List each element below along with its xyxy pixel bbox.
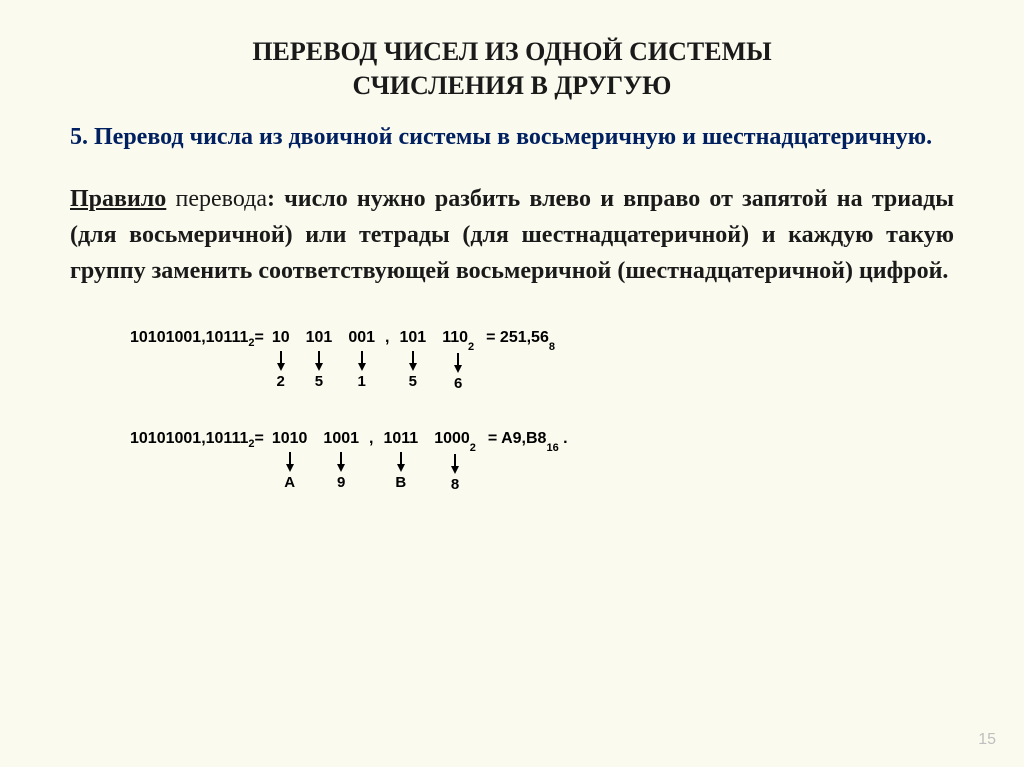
down-arrow-icon (396, 452, 406, 472)
example-2: 10101001,101112 = 1010 A 1001 9 , (130, 430, 954, 493)
subtitle-text: Перевод числа из двоичной системы в вось… (94, 124, 926, 150)
ex2-fbits-0: 1011 (383, 430, 418, 448)
rule-paragraph: Правило перевода: число нужно разбить вл… (70, 181, 954, 289)
ex1-int-groups: 10 2 101 5 001 1 (264, 329, 383, 390)
ex2-digit-0: A (284, 474, 295, 491)
ex1-fdigit-0: 5 (409, 373, 417, 390)
ex2-int-groups: 1010 A 1001 9 (264, 430, 367, 491)
example-1: 10101001,101112 = 10 2 101 5 001 (130, 329, 954, 392)
section-subtitle: 5. Перевод числа из двоичной системы в в… (70, 121, 954, 153)
ex1-bits-1: 101 (306, 329, 333, 347)
ex1-lhs-sub: 2 (248, 337, 254, 349)
ex1-fbits-0: 101 (399, 329, 426, 347)
down-arrow-icon (314, 351, 324, 371)
ex2-grp-1: 1001 9 (323, 430, 359, 491)
ex2-tail: . (559, 430, 568, 447)
down-arrow-icon (450, 454, 460, 474)
title-line-2: СЧИСЛЕНИЯ В ДРУГУЮ (353, 71, 672, 100)
ex1-frac-groups: 101 5 1102 6 (391, 329, 482, 392)
ex1-lhs: 10101001,10111 (130, 329, 248, 347)
ex1-grp-2: 001 1 (348, 329, 375, 390)
slide: ПЕРЕВОД ЧИСЕЛ ИЗ ОДНОЙ СИСТЕМЫ СЧИСЛЕНИЯ… (0, 0, 1024, 767)
ex1-digit-2: 1 (358, 373, 366, 390)
subtitle-dot: . (926, 124, 932, 150)
examples-block: 10101001,101112 = 10 2 101 5 001 (130, 329, 954, 493)
ex2-bits-0: 1010 (272, 430, 308, 448)
main-title: ПЕРЕВОД ЧИСЕЛ ИЗ ОДНОЙ СИСТЕМЫ СЧИСЛЕНИЯ… (70, 35, 954, 103)
example-1-line: 10101001,101112 = 10 2 101 5 001 (130, 329, 954, 392)
ex1-fgrp-1: 1102 6 (442, 329, 474, 392)
ex1-eq: = (254, 329, 263, 347)
ex2-digit-1: 9 (337, 474, 345, 491)
down-arrow-icon (285, 452, 295, 472)
ex1-result: = 251,568 (486, 329, 555, 349)
ex2-eq: = (254, 430, 263, 448)
ex2-fbits-1: 10002 (434, 430, 476, 450)
ex2-fdigit-0: B (395, 474, 406, 491)
ex1-grp-0: 10 2 (272, 329, 290, 390)
ex2-grp-0: 1010 A (272, 430, 308, 491)
ex1-digit-0: 2 (277, 373, 285, 390)
ex1-fgrp-0: 101 5 (399, 329, 426, 392)
ex1-digit-1: 5 (315, 373, 323, 390)
down-arrow-icon (453, 353, 463, 373)
rule-rest: перевода (166, 186, 267, 212)
ex2-bits-1: 1001 (323, 430, 359, 448)
ex2-result: = A9,B816 . (488, 430, 568, 450)
ex2-comma: , (369, 430, 373, 448)
ex2-lhs-sub: 2 (248, 438, 254, 450)
ex1-bits-0: 10 (272, 329, 290, 347)
down-arrow-icon (357, 351, 367, 371)
ex2-result-text: = A9,B8 (488, 430, 547, 447)
ex1-fdigit-1: 6 (454, 375, 462, 392)
page-number: 15 (978, 731, 996, 749)
down-arrow-icon (336, 452, 346, 472)
ex1-grp-1: 101 5 (306, 329, 333, 390)
ex2-fdigit-1: 8 (451, 476, 459, 493)
ex2-lhs: 10101001,10111 (130, 430, 248, 448)
ex1-comma: , (385, 329, 389, 347)
rule-label: Правило (70, 186, 166, 212)
subtitle-number: 5. (70, 124, 94, 150)
down-arrow-icon (276, 351, 286, 371)
ex1-bits-2: 001 (348, 329, 375, 347)
ex1-result-text: = 251,56 (486, 329, 549, 346)
title-line-1: ПЕРЕВОД ЧИСЕЛ ИЗ ОДНОЙ СИСТЕМЫ (252, 37, 771, 66)
ex1-result-sub: 8 (549, 341, 555, 353)
example-2-line: 10101001,101112 = 1010 A 1001 9 , (130, 430, 954, 493)
down-arrow-icon (408, 351, 418, 371)
ex1-fbits-1: 1102 (442, 329, 474, 349)
ex2-fgrp-0: 1011 B (383, 430, 418, 493)
ex2-fgrp-1: 10002 8 (434, 430, 476, 493)
ex2-frac-groups: 1011 B 10002 8 (375, 430, 483, 493)
ex2-result-sub: 16 (546, 442, 558, 454)
